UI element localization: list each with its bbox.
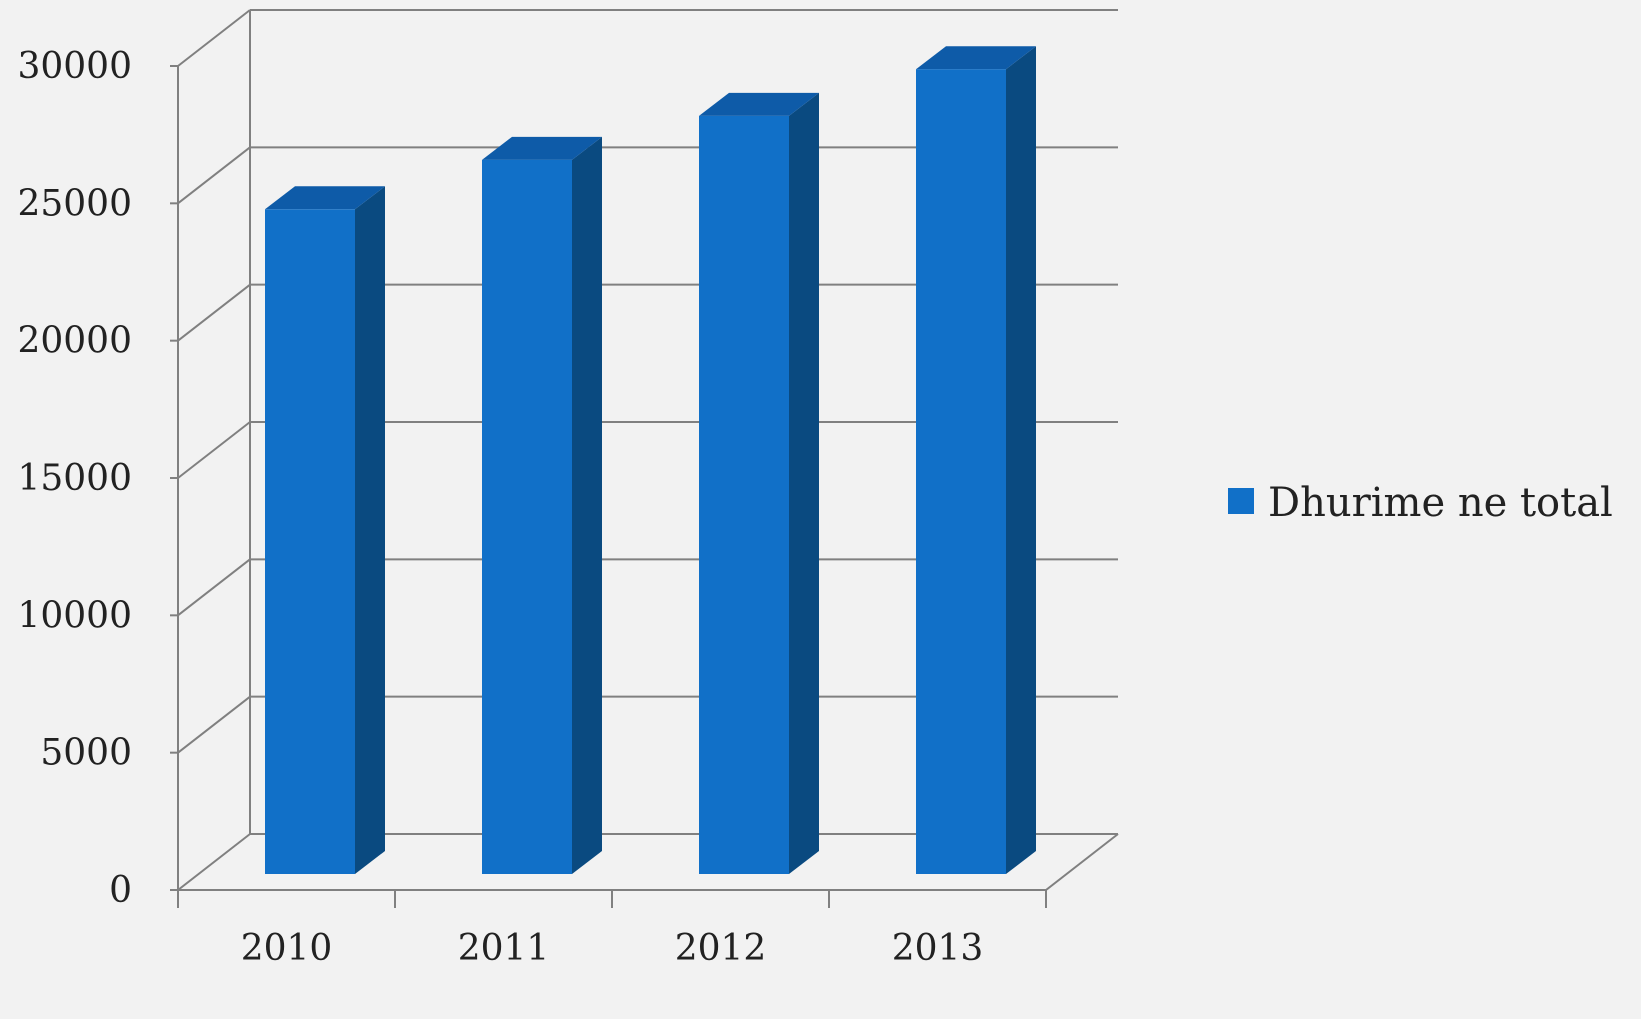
y-tick-label: 30000 xyxy=(17,46,132,87)
x-tick-label: 2013 xyxy=(892,928,984,969)
legend-swatch xyxy=(1228,488,1254,514)
bar-top xyxy=(265,186,385,210)
bar xyxy=(265,186,385,875)
bar-front xyxy=(916,69,1006,874)
gridline-diagonal xyxy=(177,833,251,891)
bar-side xyxy=(789,92,819,875)
bar xyxy=(916,46,1036,874)
bar-front xyxy=(699,115,789,875)
bar xyxy=(699,92,819,875)
x-tick-label: 2010 xyxy=(241,928,333,969)
gridline-diagonal xyxy=(177,283,251,342)
bar-top xyxy=(916,46,1036,70)
gridline-diagonal xyxy=(177,146,251,205)
bar xyxy=(482,136,602,874)
legend-label: Dhurime ne total xyxy=(1268,480,1613,526)
y-tick-label: 15000 xyxy=(17,458,132,499)
bar-side xyxy=(1006,46,1036,874)
gridline-diagonal xyxy=(177,421,251,479)
gridline-diagonal xyxy=(177,9,251,67)
bars-layer xyxy=(265,46,1036,875)
y-tick-label: 0 xyxy=(109,870,132,911)
y-tick-label: 20000 xyxy=(17,321,132,362)
bar-side xyxy=(572,136,602,874)
floor-right-edge xyxy=(1045,833,1119,891)
bar-top xyxy=(482,136,602,160)
y-tick-label: 5000 xyxy=(40,733,132,774)
y-tick-label: 10000 xyxy=(17,595,132,636)
x-tick-label: 2012 xyxy=(675,928,767,969)
bar-front xyxy=(265,209,355,875)
gridline-diagonal xyxy=(177,558,251,617)
bar-side xyxy=(355,186,385,875)
x-tick-label: 2011 xyxy=(458,928,550,969)
axis-layer: 0 5000 10000 15000 20000 25000 30000 2010 2011 20… xyxy=(17,46,1047,969)
bar-top xyxy=(699,92,819,116)
bar-front xyxy=(482,159,572,874)
y-tick-label: 25000 xyxy=(17,183,132,224)
legend: Dhurime ne total xyxy=(1228,480,1613,526)
gridline-diagonal xyxy=(177,695,251,754)
